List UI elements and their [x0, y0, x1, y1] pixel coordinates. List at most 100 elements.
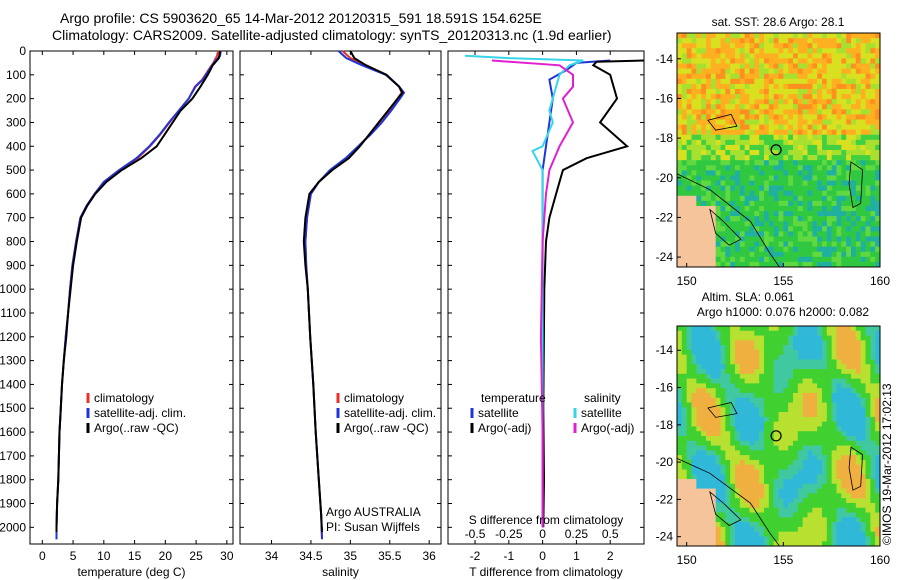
- map-cell: [797, 109, 803, 115]
- map-cell: [715, 474, 721, 480]
- map-cell: [822, 392, 828, 399]
- map-cell: [696, 493, 702, 499]
- map-cell: [783, 445, 789, 451]
- map-cell: [691, 165, 697, 171]
- map-cell: [759, 114, 765, 120]
- map-cell: [754, 354, 760, 360]
- map-cell: [841, 541, 847, 547]
- map-cell: [749, 459, 755, 465]
- map-cell: [720, 78, 726, 85]
- map-cell: [701, 522, 707, 528]
- map-cell: [788, 373, 794, 379]
- map-cell: [764, 464, 770, 470]
- map-cell: [855, 397, 861, 403]
- map-cell: [773, 58, 779, 64]
- map-cell: [744, 474, 750, 480]
- map-cell: [812, 78, 818, 85]
- map-cell: [725, 469, 731, 475]
- map-cell: [817, 63, 823, 69]
- map-cell: [783, 517, 789, 523]
- map-cell: [677, 436, 683, 442]
- map-cell: [793, 464, 799, 470]
- map-cell: [739, 43, 745, 49]
- map-cell: [706, 392, 712, 399]
- map-cell: [826, 246, 832, 253]
- depth-tick-label: 1400: [0, 377, 26, 391]
- map-cell: [797, 236, 803, 242]
- map-cell: [706, 241, 712, 247]
- imos-timestamp: ©IMOS 19-Mar-2012 17:02:13: [880, 383, 894, 545]
- map-cell: [822, 354, 828, 360]
- map-cell: [730, 200, 736, 207]
- map-cell: [841, 78, 847, 85]
- map-cell: [696, 251, 702, 258]
- map-cell: [851, 53, 857, 59]
- map-cell: [793, 78, 799, 85]
- map-cell: [788, 109, 794, 115]
- map-cell: [706, 450, 712, 456]
- map-cell: [735, 517, 741, 523]
- map-cell: [826, 436, 832, 442]
- map-cell: [715, 369, 721, 375]
- map-cell: [768, 170, 774, 176]
- map-cell: [739, 359, 745, 365]
- map-cell: [730, 469, 736, 475]
- map-cell: [841, 378, 847, 384]
- map-cell: [744, 402, 750, 408]
- map-cell: [865, 195, 871, 202]
- map-cell: [677, 483, 683, 489]
- map-cell: [686, 129, 692, 136]
- map-cell: [807, 119, 813, 125]
- map-cell: [802, 359, 808, 365]
- map-cell: [744, 160, 750, 166]
- map-cell: [807, 483, 813, 489]
- map-cell: [822, 421, 828, 427]
- map-cell: [710, 119, 716, 125]
- map-cell: [855, 330, 861, 336]
- map-cell: [735, 536, 741, 542]
- map-cell: [807, 68, 813, 74]
- map-cell: [754, 83, 760, 90]
- map-cell: [875, 99, 881, 105]
- map-cell: [831, 474, 837, 480]
- map-cell: [797, 180, 803, 186]
- map-cell: [715, 388, 721, 394]
- map-cell: [822, 378, 828, 384]
- map-cell: [710, 104, 716, 110]
- map-cell: [691, 190, 697, 197]
- map-cell: [802, 517, 808, 523]
- map-cell: [677, 63, 683, 69]
- map-cell: [812, 58, 818, 64]
- depth-tick-label: 1700: [0, 449, 26, 463]
- map-cell: [841, 522, 847, 528]
- map-cell: [773, 364, 779, 370]
- map-cell: [788, 397, 794, 403]
- map-cell: [701, 512, 707, 518]
- map-cell: [749, 479, 755, 485]
- map-cell: [778, 53, 784, 59]
- map-cell: [701, 330, 707, 336]
- map-cell: [783, 150, 789, 156]
- map-cell: [768, 364, 774, 370]
- map-cell: [788, 33, 794, 39]
- map-cell: [768, 63, 774, 69]
- map-cell: [739, 155, 745, 161]
- map-cell: [715, 464, 721, 470]
- map-cell: [836, 114, 842, 120]
- map-cell: [744, 345, 750, 351]
- map-cell: [860, 364, 866, 370]
- map-cell: [691, 139, 697, 146]
- map-cell: [802, 246, 808, 253]
- map-cell: [817, 53, 823, 59]
- map-cell: [836, 195, 842, 202]
- map-cell: [797, 48, 803, 54]
- map-cell: [730, 150, 736, 156]
- map-cell: [826, 73, 832, 80]
- map-cell: [754, 48, 760, 54]
- map-cell: [793, 99, 799, 105]
- map-cell: [691, 256, 697, 263]
- map-cell: [788, 226, 794, 232]
- map-cell: [802, 104, 808, 110]
- map-cell: [768, 330, 774, 336]
- map-cell: [831, 175, 837, 181]
